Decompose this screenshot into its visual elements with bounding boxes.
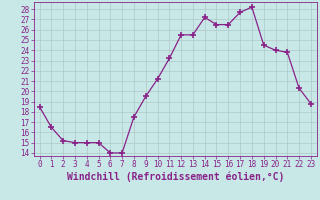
X-axis label: Windchill (Refroidissement éolien,°C): Windchill (Refroidissement éolien,°C) — [67, 172, 284, 182]
